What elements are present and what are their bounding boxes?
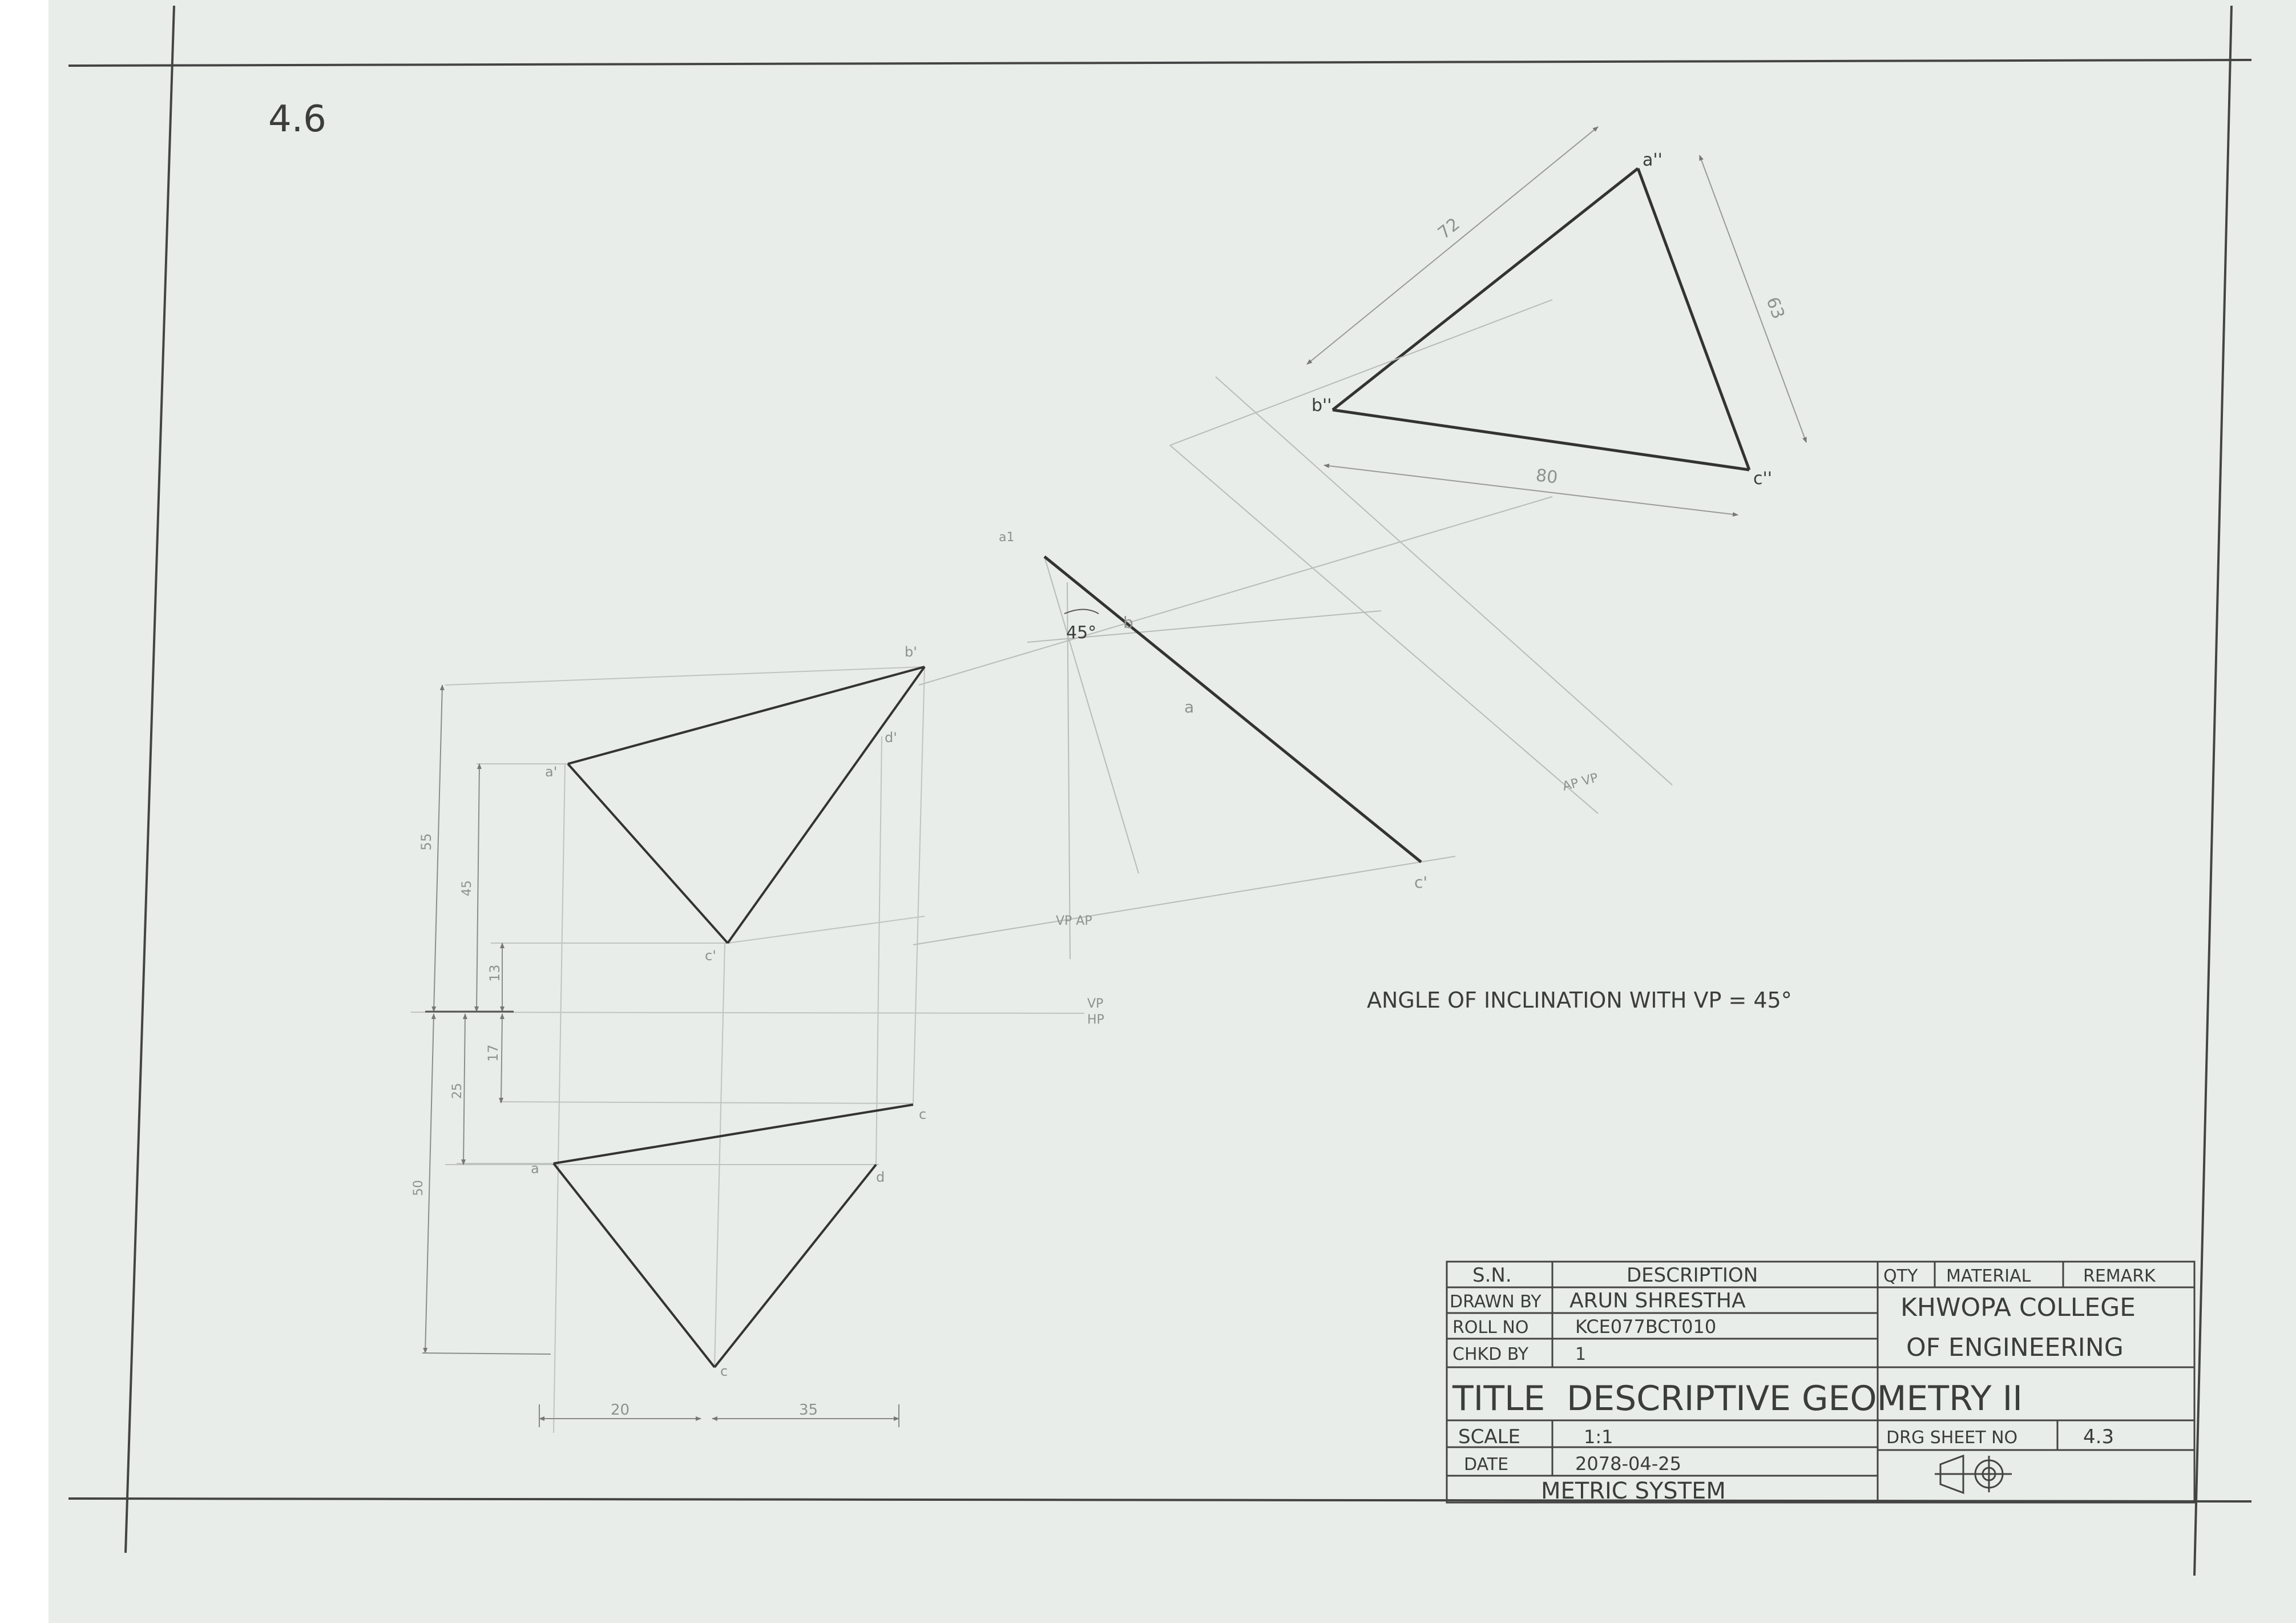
top-vertex-e: c	[720, 1363, 728, 1379]
dim-bc-label: 80	[1535, 465, 1559, 488]
tb-date-label: DATE	[1464, 1455, 1508, 1475]
top-view: a c d c 20 35	[531, 1104, 926, 1427]
reference-label-vp: VP	[1087, 997, 1103, 1011]
tb-qty-label: QTY	[1883, 1266, 1918, 1286]
vdim-55: 55	[418, 833, 434, 851]
tb-roll-no-label: ROLL NO	[1452, 1318, 1528, 1338]
aux-vertex-b: b	[1123, 613, 1133, 632]
vdim-13: 13	[487, 964, 503, 982]
tb-roll-no-value: KCE077BCT010	[1575, 1316, 1716, 1338]
aux-vertex-c: c'	[1414, 873, 1427, 892]
edge-view-line	[1043, 555, 1422, 863]
reference-label-hp: HP	[1087, 1013, 1104, 1027]
tb-college-line1: KHWOPA COLLEGE	[1900, 1293, 2136, 1322]
top-dim-right: 35	[799, 1402, 818, 1419]
top-dim-left: 20	[611, 1402, 630, 1419]
auxiliary-view: 45° b a c' AP VP VP AP a1	[913, 299, 1673, 960]
aux-xy-label: AP VP	[1561, 771, 1600, 794]
title-block: S.N. DESCRIPTION QTY MATERIAL REMARK DRA…	[1446, 1260, 2196, 1504]
vdim-17: 17	[485, 1044, 501, 1062]
tb-scale-value: 1:1	[1584, 1426, 1613, 1448]
aux-xy-label-2: VP AP	[1056, 914, 1092, 928]
dim-ab-label: 72	[1434, 214, 1464, 243]
tb-remark-label: REMARK	[2083, 1266, 2156, 1286]
top-vertex-c: c	[919, 1106, 926, 1122]
top-vertex-d: d	[876, 1169, 885, 1185]
tb-date-value: 2078-04-25	[1575, 1453, 1681, 1475]
problem-number: 4.6	[268, 98, 326, 140]
tb-metric-system: METRIC SYSTEM	[1541, 1478, 1726, 1504]
tb-description-label: DESCRIPTION	[1627, 1264, 1758, 1287]
inclination-note: ANGLE OF INCLINATION WITH VP = 45°	[1367, 988, 1792, 1013]
tb-material-label: MATERIAL	[1946, 1266, 2031, 1286]
front-vertex-d: d'	[885, 730, 897, 746]
true-shape-vertex-c: c''	[1753, 469, 1772, 489]
tb-title-label: TITLE	[1452, 1379, 1545, 1419]
angle-45-label: 45°	[1066, 623, 1096, 643]
front-vertex-c: c'	[705, 948, 716, 964]
tb-sn-label: S.N.	[1472, 1264, 1512, 1287]
vertical-dimensions	[422, 684, 551, 1355]
tb-scale-label: SCALE	[1458, 1425, 1520, 1448]
tb-chkd-by-label: CHKD BY	[1452, 1344, 1529, 1364]
front-vertex-a: a'	[545, 764, 557, 780]
front-view: a' b' c' d'	[410, 644, 1085, 1433]
tb-drg-sheet-label: DRG SHEET NO	[1886, 1428, 2017, 1448]
true-shape-view: a'' b'' c'' 72 63 80	[1306, 126, 1807, 517]
dim-ac-label: 63	[1762, 295, 1788, 322]
tb-title-value: DESCRIPTIVE GEOMETRY II	[1567, 1379, 2023, 1419]
true-shape-vertex-a: a''	[1643, 150, 1663, 170]
tb-chkd-by-value: 1	[1575, 1344, 1586, 1364]
true-shape-vertex-b: b''	[1312, 396, 1332, 416]
front-vertex-b: b'	[905, 644, 917, 660]
tb-drg-sheet-value: 4.3	[2083, 1425, 2114, 1448]
aux-ref-mark: a1	[999, 530, 1014, 545]
projection-symbol-icon	[1935, 1454, 2012, 1495]
tb-drawn-by-value: ARUN SHRESTHA	[1569, 1289, 1746, 1312]
top-vertex-a: a	[531, 1161, 539, 1177]
sheet-border	[68, 5, 2252, 1576]
aux-vertex-a: a	[1184, 698, 1194, 716]
vdim-25: 25	[450, 1083, 465, 1099]
vdim-45: 45	[460, 880, 474, 896]
tb-college-line2: OF ENGINEERING	[1906, 1333, 2124, 1362]
tb-drawn-by-label: DRAWN BY	[1450, 1292, 1542, 1312]
vdim-50: 50	[411, 1180, 426, 1196]
